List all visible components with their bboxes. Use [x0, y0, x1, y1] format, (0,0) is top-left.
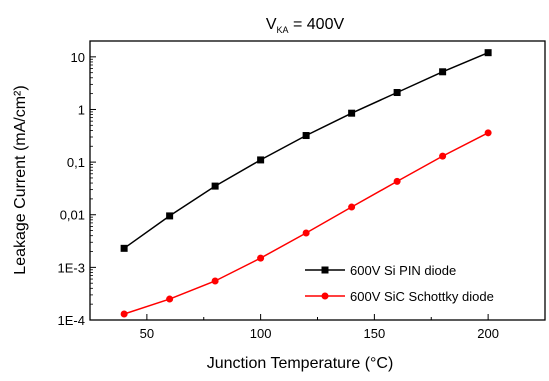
chart-title-subscript: KA — [277, 25, 289, 35]
data-point-si-pin — [484, 49, 492, 57]
legend-label-si-pin: 600V Si PIN diode — [350, 263, 456, 278]
legend: 600V Si PIN diode 600V SiC Schottky diod… — [305, 263, 494, 304]
x-tick-label: 200 — [477, 326, 499, 341]
y-tick-label: 10 — [71, 50, 85, 65]
data-point-sic-schottky — [257, 254, 265, 262]
x-tick-label: 50 — [140, 326, 154, 341]
series-layer — [120, 49, 492, 318]
x-tick-label: 100 — [250, 326, 272, 341]
data-point-si-pin — [348, 109, 356, 117]
data-point-sic-schottky — [302, 229, 310, 237]
data-point-si-pin — [211, 182, 219, 190]
y-tick-label: 1E-3 — [58, 260, 85, 275]
y-tick-label: 1E-4 — [58, 313, 85, 328]
data-point-si-pin — [302, 132, 310, 140]
chart-title: VKA = 400V — [266, 16, 345, 35]
data-point-sic-schottky — [484, 129, 492, 137]
data-point-si-pin — [257, 156, 265, 164]
y-tick-label: 0,1 — [67, 155, 85, 170]
y-tick-label: 0,01 — [60, 208, 85, 223]
chart-title-suffix: = 400V — [289, 16, 345, 33]
y-axis-label: Leakage Current (mA/cm²) — [12, 85, 29, 274]
data-point-sic-schottky — [166, 295, 174, 303]
data-point-si-pin — [393, 89, 401, 97]
x-tick-label: 150 — [364, 326, 386, 341]
data-point-sic-schottky — [439, 152, 447, 160]
chart-title-main: V — [266, 16, 277, 33]
legend-marker-si-pin — [321, 266, 329, 274]
plot-frame — [89, 40, 546, 321]
data-point-sic-schottky — [211, 277, 219, 285]
data-point-si-pin — [166, 212, 174, 220]
legend-marker-sic-schottky — [321, 292, 329, 300]
axis-layer: 50 100 150 200 1E-4 1E-3 0,01 0,1 1 10 — [58, 40, 546, 341]
data-point-sic-schottky — [393, 177, 401, 185]
x-axis-label: Junction Temperature (°C) — [207, 355, 394, 372]
data-point-sic-schottky — [120, 310, 128, 318]
legend-label-sic-schottky: 600V SiC Schottky diode — [350, 289, 494, 304]
data-point-si-pin — [120, 244, 128, 252]
series-line-si-pin — [123, 52, 489, 249]
data-point-si-pin — [439, 68, 447, 76]
series-line-sic-schottky — [123, 132, 489, 315]
y-tick-label: 1 — [78, 102, 85, 117]
data-point-sic-schottky — [348, 203, 356, 211]
